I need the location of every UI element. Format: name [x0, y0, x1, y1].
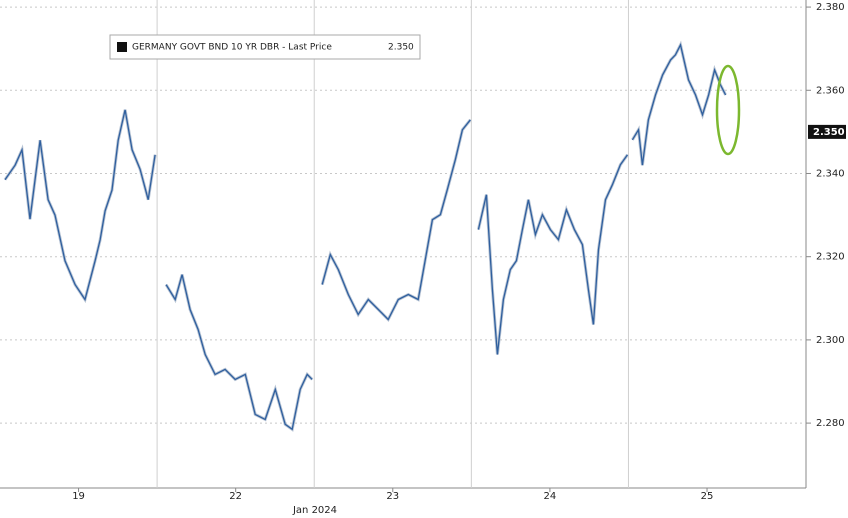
last-price-box: [808, 124, 846, 139]
legend-value: 2.350: [388, 43, 414, 53]
legend-label: GERMANY GOVT BND 10 YR DBR - Last Price: [132, 43, 332, 53]
legend-swatch: [117, 42, 127, 52]
x-axis-label: Jan 2024: [292, 505, 337, 516]
legend-box: [109, 34, 421, 60]
x-tick-label: 24: [544, 491, 557, 502]
last-price-label: 2.350: [813, 127, 845, 138]
x-tick-label: 22: [229, 491, 242, 502]
highlight-ellipse: [715, 64, 741, 156]
y-tick-label: 2.340: [816, 168, 845, 179]
y-tick-label: 2.320: [816, 252, 845, 263]
x-tick-label: 19: [72, 491, 85, 502]
y-tick-label: 2.300: [816, 335, 845, 346]
x-tick-label: 23: [386, 491, 399, 502]
price-line: [4, 43, 727, 431]
y-tick-label: 2.380: [816, 2, 845, 13]
x-tick-label: 25: [701, 491, 714, 502]
y-tick-label: 2.280: [816, 418, 845, 429]
y-tick-label: 2.360: [816, 85, 845, 96]
